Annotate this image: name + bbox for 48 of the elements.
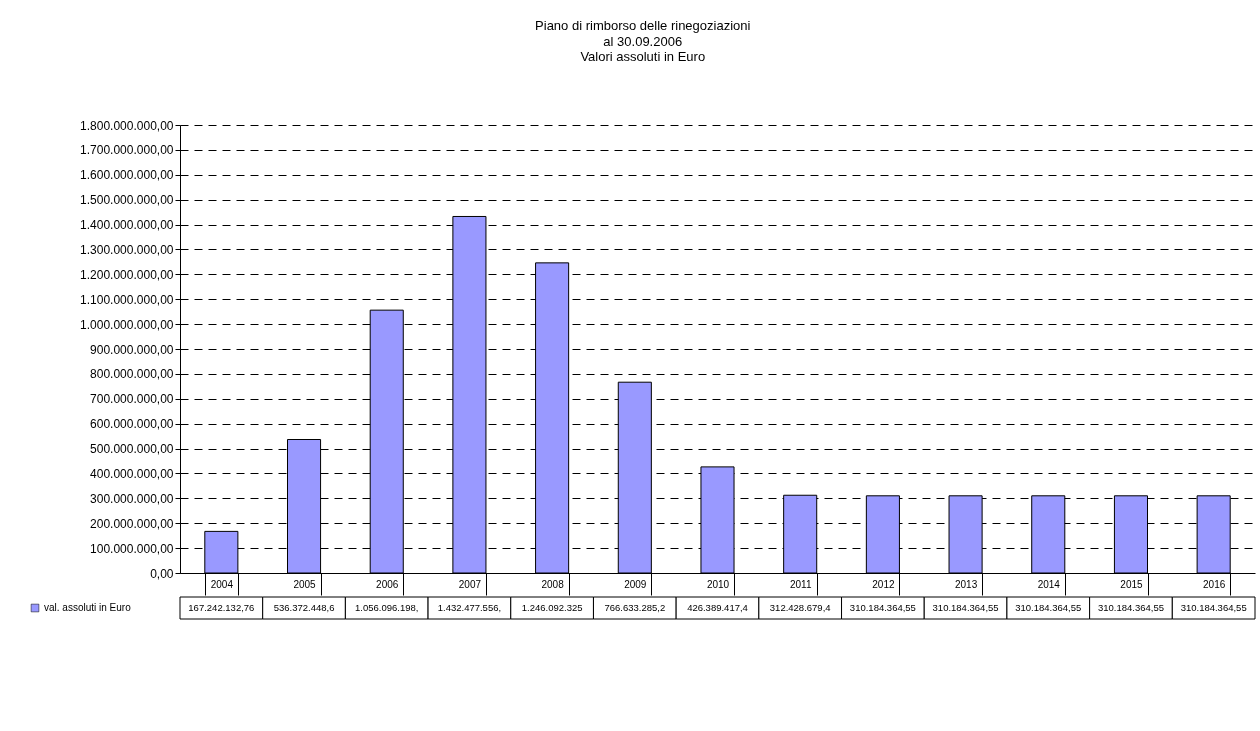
chart-title: Piano di rimborso delle rinegoziazioni bbox=[535, 18, 751, 33]
x-tick-label: 2009 bbox=[624, 578, 647, 590]
chart-subtitle: al 30.09.2006 Valori assoluti in Euro bbox=[580, 34, 706, 64]
y-tick-label: 1.100.000.000,00 bbox=[80, 292, 174, 307]
data-label: 310.184.364,55 bbox=[1015, 602, 1082, 613]
data-label: 310.184.364,55 bbox=[932, 602, 999, 613]
x-tick-label: 2005 bbox=[293, 578, 317, 590]
x-tick-label: 2006 bbox=[376, 578, 399, 590]
data-label: 536.372.448,6 bbox=[273, 602, 335, 613]
x-tick-label: 2012 bbox=[872, 578, 895, 590]
x-tick-label: 2013 bbox=[954, 578, 978, 590]
y-tick-label: 800.000.000,00 bbox=[90, 367, 174, 382]
x-tick-label: 2007 bbox=[458, 578, 482, 590]
y-tick-label: 1.300.000.000,00 bbox=[80, 242, 174, 257]
y-tick-label: 300.000.000,00 bbox=[90, 491, 174, 506]
data-label: 1.432.477.556, bbox=[437, 602, 502, 613]
x-tick-label: 2004 bbox=[210, 578, 234, 590]
y-tick-label: 1.600.000.000,00 bbox=[80, 168, 174, 183]
y-tick-label: 1.700.000.000,00 bbox=[80, 143, 174, 158]
legend-label: val. assoluti in Euro bbox=[44, 602, 132, 613]
x-tick-label: 2010 bbox=[706, 578, 730, 590]
y-tick-label: 700.000.000,00 bbox=[90, 392, 174, 407]
data-label: 766.633.285,2 bbox=[604, 602, 666, 613]
data-label: 310.184.364,55 bbox=[849, 602, 916, 613]
x-tick-label: 2014 bbox=[1037, 578, 1061, 590]
data-label: 310.184.364,55 bbox=[1097, 602, 1164, 613]
x-tick-label: 2016 bbox=[1203, 578, 1226, 590]
x-tick-label: 2008 bbox=[541, 578, 565, 590]
data-label: 1.056.096.198, bbox=[355, 602, 419, 613]
x-tick-label: 2015 bbox=[1120, 578, 1144, 590]
data-label: 310.184.364,55 bbox=[1180, 602, 1247, 613]
y-tick-label: 1.800.000.000,00 bbox=[80, 118, 174, 133]
y-tick-label: 1.400.000.000,00 bbox=[80, 218, 174, 233]
data-label: 1.246.092.325 bbox=[521, 602, 583, 613]
y-tick-label: 1.200.000.000,00 bbox=[80, 267, 174, 282]
y-tick-label: 600.000.000,00 bbox=[90, 417, 174, 432]
data-label: 426.389.417,4 bbox=[687, 602, 748, 613]
y-tick-label: 500.000.000,00 bbox=[90, 442, 174, 457]
x-tick-label: 2011 bbox=[789, 578, 812, 590]
y-tick-label: 100.000.000,00 bbox=[90, 541, 174, 556]
y-tick-label: 1.000.000.000,00 bbox=[80, 317, 174, 332]
y-tick-label: 900.000.000,00 bbox=[90, 342, 174, 357]
y-tick-label: 0,00 bbox=[150, 566, 174, 581]
y-tick-label: 200.000.000,00 bbox=[90, 516, 174, 531]
y-tick-label: 400.000.000,00 bbox=[90, 466, 174, 481]
y-tick-label: 1.500.000.000,00 bbox=[80, 193, 174, 208]
data-label: 312.428.679,4 bbox=[769, 602, 831, 613]
data-label: 167.242.132,76 bbox=[188, 602, 255, 613]
